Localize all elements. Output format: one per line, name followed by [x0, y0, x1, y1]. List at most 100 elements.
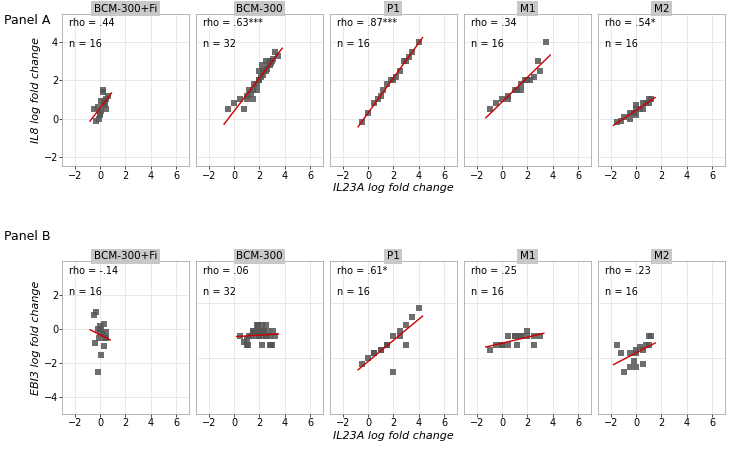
Point [643, 341, 654, 348]
Point [247, 330, 259, 337]
Point [643, 96, 654, 103]
Point [102, 92, 113, 99]
Point [381, 341, 393, 348]
Point [244, 90, 256, 97]
Point [643, 333, 654, 340]
Point [630, 363, 642, 370]
Point [522, 327, 534, 334]
Point [400, 58, 412, 65]
Point [261, 65, 273, 72]
Y-axis label: EBI3 log fold change: EBI3 log fold change [31, 280, 41, 395]
Point [241, 341, 253, 348]
Point [630, 105, 642, 112]
Text: n = 16: n = 16 [471, 287, 504, 297]
Point [256, 321, 268, 328]
Point [253, 327, 265, 334]
Title: BCM-300+Fi: BCM-300+Fi [94, 251, 157, 261]
Y-axis label: IL8 log fold change: IL8 log fold change [31, 37, 41, 143]
Point [241, 335, 253, 342]
Point [264, 333, 275, 340]
Point [242, 341, 254, 348]
Title: BCM-300: BCM-300 [236, 4, 283, 13]
Point [94, 111, 106, 118]
Point [228, 100, 240, 107]
Point [515, 333, 527, 340]
Point [637, 105, 649, 112]
Point [264, 58, 275, 65]
Title: M2: M2 [654, 251, 669, 261]
Point [100, 334, 111, 341]
Point [628, 109, 640, 117]
Point [484, 105, 496, 112]
Point [264, 62, 275, 69]
Text: rho = .23: rho = .23 [605, 266, 650, 276]
X-axis label: IL23A log fold change: IL23A log fold change [333, 431, 454, 441]
Point [247, 327, 259, 334]
Point [258, 71, 269, 78]
Point [266, 58, 278, 65]
Point [403, 54, 414, 61]
Point [375, 346, 386, 354]
Point [531, 58, 543, 65]
Point [375, 346, 386, 354]
Point [524, 77, 536, 84]
Point [96, 325, 108, 333]
X-axis label: IL23A log fold change: IL23A log fold change [333, 183, 454, 194]
Point [628, 358, 640, 365]
Point [267, 56, 279, 63]
Text: n = 16: n = 16 [605, 40, 638, 50]
Point [94, 109, 106, 117]
Point [91, 117, 102, 124]
Point [266, 341, 278, 348]
Point [624, 349, 635, 356]
Point [484, 346, 496, 354]
Point [509, 86, 520, 94]
Point [241, 96, 253, 103]
Point [98, 98, 110, 105]
Point [244, 333, 256, 340]
Point [260, 333, 272, 340]
Point [267, 327, 279, 334]
Point [247, 96, 259, 103]
Point [244, 333, 255, 340]
Point [249, 81, 261, 88]
Text: rho = .54*: rho = .54* [605, 18, 655, 28]
Point [263, 62, 274, 69]
Text: n = 32: n = 32 [203, 40, 236, 50]
Point [397, 58, 409, 65]
Point [512, 86, 523, 94]
Point [255, 333, 266, 340]
Text: n = 16: n = 16 [69, 40, 102, 50]
Point [263, 327, 274, 334]
Text: n = 16: n = 16 [337, 287, 370, 297]
Point [388, 333, 400, 340]
Point [260, 333, 272, 340]
Point [512, 341, 523, 348]
Point [400, 321, 412, 328]
Point [394, 67, 406, 74]
Point [643, 100, 654, 107]
Point [496, 96, 508, 103]
Point [388, 369, 400, 376]
Point [100, 100, 111, 107]
Point [618, 369, 630, 376]
Point [253, 77, 265, 84]
Text: n = 16: n = 16 [337, 40, 370, 50]
Point [381, 341, 393, 348]
Title: P1: P1 [387, 4, 400, 13]
Point [92, 368, 103, 375]
Point [356, 119, 367, 126]
Point [611, 119, 623, 126]
Point [92, 104, 103, 111]
Point [253, 77, 265, 84]
Point [93, 115, 105, 122]
Point [258, 67, 269, 74]
Point [244, 86, 255, 94]
Title: M1: M1 [520, 4, 535, 13]
Point [640, 100, 652, 107]
Point [400, 341, 412, 348]
Point [253, 333, 265, 340]
Point [249, 327, 261, 334]
Point [413, 305, 425, 312]
Point [356, 360, 367, 368]
